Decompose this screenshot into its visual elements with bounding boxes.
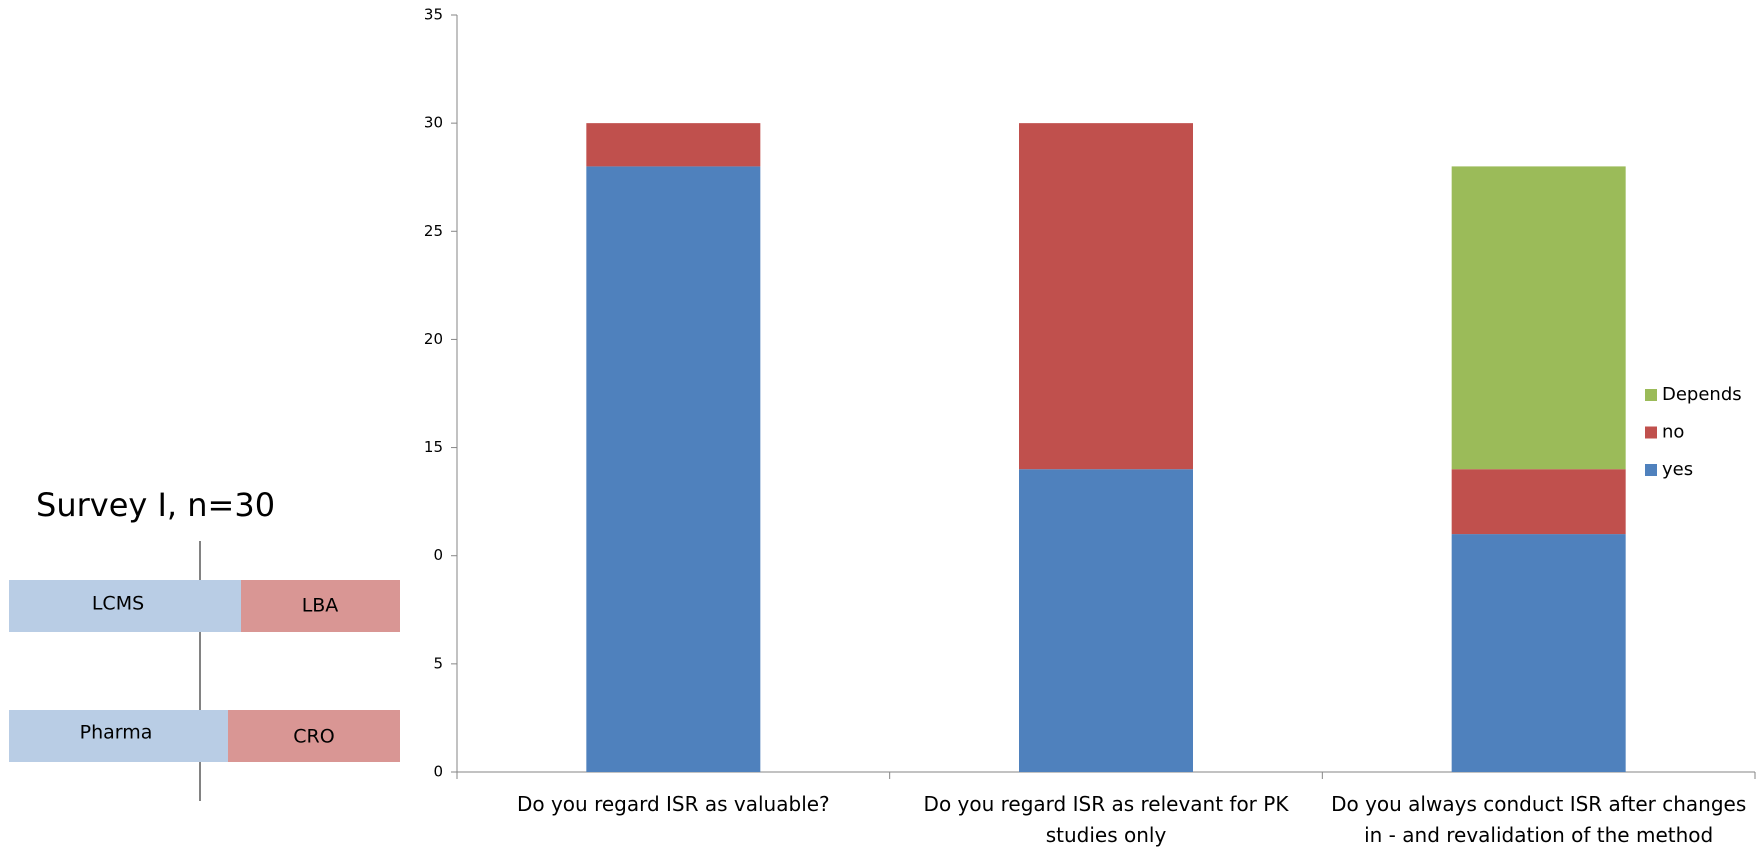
label-line: Do you always conduct ISR after changes <box>1331 792 1746 816</box>
label-line: studies only <box>1046 823 1167 847</box>
panel-bar <box>9 580 241 632</box>
legend-swatch <box>1645 389 1657 401</box>
survey-panel: Survey I, n=30 LCMS LBA Pharma CRO <box>9 486 400 801</box>
legend-label: yes <box>1662 459 1693 480</box>
y-tick-label: 30 <box>424 114 443 132</box>
legend-label: no <box>1662 422 1684 443</box>
y-tick-label: 0 <box>433 763 443 781</box>
x-tick-label: Do you regard ISR as relevant for PK stud… <box>924 792 1290 847</box>
bar-segment <box>1019 123 1193 470</box>
y-tick-label: 15 <box>424 438 443 456</box>
panel-bar <box>228 710 400 762</box>
chart: 0 5 0 15 20 25 30 35 Do you regard ISR as valuab… <box>424 6 1756 847</box>
panel-label: LBA <box>302 595 339 617</box>
bar-segment <box>586 166 761 772</box>
legend-swatch <box>1645 464 1657 476</box>
panel-label: Pharma <box>80 722 153 744</box>
label-line: in - and revalidation of the method <box>1364 823 1713 847</box>
bar-segment <box>1451 469 1626 535</box>
y-tick-label: 20 <box>424 330 443 348</box>
bar-segment <box>1019 469 1193 772</box>
label-line: Do you regard ISR as relevant for PK <box>924 792 1290 816</box>
bar-segment <box>1451 534 1626 772</box>
legend-swatch <box>1645 426 1657 439</box>
panel-bar <box>9 710 228 762</box>
y-tick-label: 25 <box>424 222 443 240</box>
x-tick-label: Do you always conduct ISR after changes i… <box>1331 792 1746 847</box>
bar-segment <box>1451 166 1626 470</box>
y-tick-label: 5 <box>433 654 443 672</box>
x-tick-label: Do you regard ISR as valuable? <box>517 792 830 816</box>
panel-bar <box>241 580 400 632</box>
y-tick-label: 35 <box>424 6 443 24</box>
bar-segment <box>586 123 761 167</box>
panel-title: Survey I, n=30 <box>36 486 275 524</box>
legend-label: Depends <box>1662 384 1742 405</box>
panel-label: CRO <box>293 726 334 748</box>
y-tick-label: 0 <box>433 546 443 564</box>
panel-label: LCMS <box>92 593 144 615</box>
label-line: Do you regard ISR as valuable? <box>517 792 830 816</box>
